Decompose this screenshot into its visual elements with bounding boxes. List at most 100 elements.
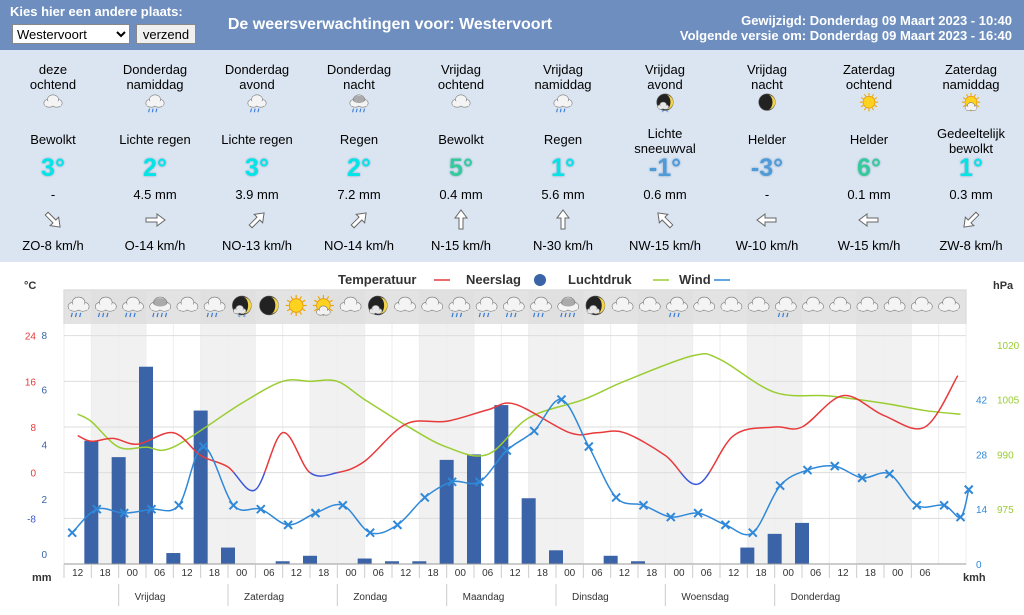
precip-bar: [275, 561, 290, 564]
wind-point: [611, 492, 621, 503]
rain-cloud-icon: [448, 296, 471, 318]
rain-cloud-icon: [666, 296, 688, 318]
cloud-part: [177, 304, 197, 310]
pressure-line: [77, 352, 961, 457]
forecast-precipitation: 4.5 mm: [133, 187, 177, 202]
hour-tick-label: 06: [373, 568, 385, 579]
wind-arrow-path: [963, 211, 980, 228]
wind-point: [556, 394, 567, 405]
legend-label: Neerslag: [466, 272, 521, 287]
rain-drop: [151, 108, 154, 113]
cloud-icon: [693, 296, 716, 312]
rain-drop: [482, 312, 486, 318]
rain-drop: [559, 108, 562, 113]
precip-tick-label: 8: [41, 331, 47, 342]
forecast-condition: Helder: [747, 132, 787, 147]
forecast-column: deze ochtend Bewolkt 3° - ZO-8 km/h: [3, 50, 103, 262]
rain-drop: [102, 312, 105, 318]
forecast-temperature: 1°: [551, 154, 575, 182]
cloud-part: [803, 304, 823, 310]
sun-ray: [863, 107, 867, 111]
cloud-part: [350, 101, 368, 106]
wind-arrow-icon: [350, 212, 367, 229]
sun-disc: [862, 95, 876, 109]
cloud-part: [658, 105, 669, 109]
temp-tick-label: 8: [30, 423, 36, 434]
rain-drop: [79, 312, 82, 318]
heavy-rain-cloud-icon: [557, 296, 580, 318]
rain-drop: [777, 312, 781, 318]
pressure-tick-label: 990: [997, 450, 1014, 461]
wind-arrow-icon: [44, 211, 61, 228]
wind-point: [912, 500, 922, 510]
moon-cloud-icon: [585, 295, 606, 316]
wind-point: [420, 492, 430, 503]
legend-label: Luchtdruk: [568, 272, 632, 287]
meteogram: Temperatuur Neerslag Luchtdruk Wind °C mm hPa k…: [0, 262, 1024, 610]
axis-unit: kmh: [963, 572, 986, 584]
rain-drop: [669, 312, 672, 318]
wind-arrow-path: [248, 212, 265, 229]
cloud-part: [776, 304, 796, 310]
hour-tick-label: 18: [209, 568, 221, 579]
precip-bar: [84, 440, 99, 564]
cloud-part: [912, 304, 932, 310]
precip-tick-label: 2: [41, 495, 47, 506]
forecast-temperature: 3°: [245, 154, 269, 182]
wind-point: [720, 520, 731, 530]
forecast-condition: Helder: [849, 132, 889, 147]
sun-ray: [299, 311, 302, 315]
forecast-period: Zaterdag namiddag: [942, 62, 1000, 92]
cloud-icon: [910, 296, 933, 312]
cloud-part: [857, 304, 877, 310]
sun-ray: [302, 308, 306, 312]
wind-point: [283, 520, 293, 530]
submit-button[interactable]: verzend: [136, 24, 196, 44]
forecast-condition: Lichte regen: [221, 132, 293, 147]
rain-drop: [363, 108, 366, 113]
sun-cloud-icon: [312, 295, 334, 316]
cloud-icon: [451, 94, 471, 108]
cloud-part: [939, 304, 959, 310]
wind-arrow-shape: [556, 209, 570, 230]
wind-point: [256, 504, 266, 514]
rain-drop: [533, 312, 536, 318]
cloud-part: [749, 304, 769, 310]
hour-tick-label: 00: [455, 568, 467, 579]
wind-point: [666, 512, 676, 522]
rain-drop: [563, 108, 566, 113]
cloud-part: [667, 304, 687, 310]
forecast-temperature: 5°: [449, 154, 473, 182]
sun-cloud-icon: [961, 93, 981, 112]
temp-tick-label: -8: [27, 514, 36, 525]
wind-arrow-path: [454, 209, 468, 230]
day-label: Maandag: [463, 592, 505, 603]
axis-unit: hPa: [993, 280, 1014, 292]
forecast-precipitation: 0.4 mm: [439, 187, 483, 202]
hour-tick-label: 18: [646, 568, 658, 579]
precip-bar: [439, 459, 454, 564]
forecast-column: Donderdag namiddag Lichte regen 2° 4.5 mm O-1…: [105, 50, 205, 262]
rain-drop: [359, 108, 362, 113]
forecast-precipitation: 0.3 mm: [949, 187, 993, 202]
rain-drop: [206, 312, 209, 318]
moon-crescent: [270, 297, 279, 314]
rain-drop: [164, 312, 168, 318]
rain-drop: [160, 312, 163, 318]
wind-tick-label: 14: [976, 505, 988, 516]
wind-point: [775, 481, 785, 491]
cloud-icon: [638, 296, 661, 312]
precip-bar: [467, 454, 481, 564]
forecast-wind: W-15 km/h: [837, 238, 901, 253]
hour-tick-label: 06: [263, 568, 275, 579]
wind-point: [830, 461, 840, 471]
cloud-part: [449, 304, 469, 310]
wind-point: [447, 477, 457, 487]
location-select[interactable]: Westervoort: [12, 24, 130, 44]
precip-bar: [631, 561, 645, 564]
rain-drop: [560, 312, 563, 318]
rain-drop: [210, 312, 214, 318]
hour-tick-label: 00: [127, 568, 139, 579]
wind-point: [964, 484, 974, 495]
next-version-time: Volgende versie om: Donderdag 09 Maart 2…: [679, 28, 1012, 43]
